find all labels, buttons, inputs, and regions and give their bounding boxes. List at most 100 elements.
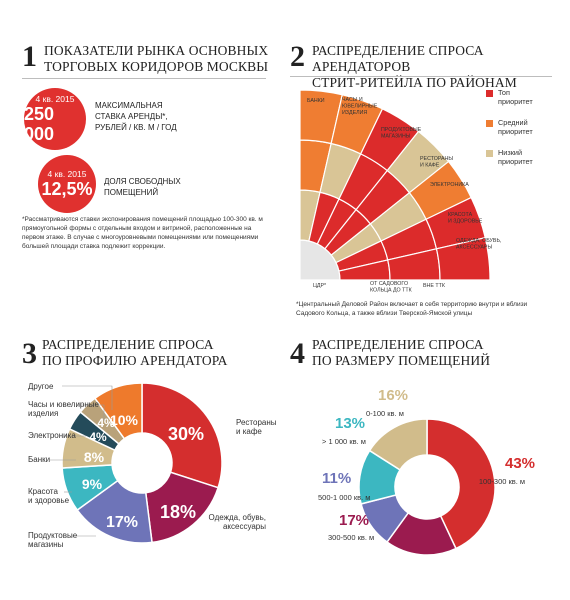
profile-donut: 30% 18% 17% 9% 8% 4%4%10% [50,382,223,544]
profile-slice-label-line: Часы и ювелирные [28,400,100,409]
heatmap-category-label: ЧАСЫ И ЮВЕЛИРНЫЕ ИЗДЕЛИЯ [342,97,378,116]
heatmap-category-label: ОДЕЖДА, ОБУВЬ, АКСЕССУАРЫ [456,238,501,251]
profile-slice-label: Рестораны и кафе [236,418,277,436]
section-4-number: 4 [290,337,305,370]
section-2-number: 2 [290,40,305,73]
section-2-title-line-2: СТРИТ-РИТЕЙЛА ПО РАЙОНАМ [312,75,517,90]
section-4-title-line-2: ПО РАЗМЕРУ ПОМЕЩЕНИЙ [312,353,491,368]
section-4-title: РАСПРЕДЕЛЕНИЕ СПРОСА ПО РАЗМЕРУ ПОМЕЩЕНИ… [312,337,490,369]
donut-slice [368,418,428,471]
size-slice-value: 13% [335,415,365,432]
profile-slice-label-line: Банки [28,455,50,464]
heatmap-category-label-line: ЧАСЫ И [342,97,363,103]
profile-slice-value: 9% [82,476,103,492]
vacancy-label-line: ДОЛЯ СВОБОДНЫХ [104,177,181,186]
heatmap-district-label-line: ЦДР* [313,283,326,289]
section-3-title-line-2: ПО ПРОФИЛЮ АРЕНДАТОРА [42,353,228,368]
donut-slice [426,418,496,550]
max-rent-label: МАКСИМАЛЬНАЯ СТАВКА АРЕНДЫ*, РУБЛЕЙ / КВ… [95,100,177,133]
size-slice-value: 43% [505,455,535,472]
profile-leader-line [78,404,105,421]
section-2-title-line-1: РАСПРЕДЕЛЕНИЕ СПРОСА АРЕНДАТОРОВ [312,43,484,74]
section-4-title-line-1: РАСПРЕДЕЛЕНИЕ СПРОСА [312,337,484,352]
vacancy-badge: 4 кв. 2015 12,5% [38,155,96,213]
section-1-number: 1 [22,40,37,73]
heatmap-district-label: ОТ САДОВОГО КОЛЬЦА ДО ТТК [370,281,413,294]
section-3-number: 3 [22,337,37,370]
heatmap-category-label-line: МАГАЗИНЫ [381,134,411,140]
profile-slice-value: 17% [106,514,138,531]
profile-slice-label: Другое [28,382,54,391]
profile-slice-label-line: и кафе [236,427,262,436]
heatmap-category-label-line: И ЗДОРОВЬЕ [448,219,483,225]
max-rent-label-line: МАКСИМАЛЬНАЯ [95,101,163,110]
heatmap-category-label: БАНКИ [307,98,325,104]
section-2-underline [290,76,552,77]
heatmap-category-label-line: КРАСОТА [448,212,473,218]
profile-slice-label-line: аксессуары [223,522,266,531]
footnote-line: *Рассматриваются ставки экспонирования п… [22,216,263,223]
size-slice-label: > 1 000 кв. м [322,437,366,446]
heatmap-district-label-line: ВНЕ ТТК [423,283,446,289]
legend-label-line: приоритет [498,127,533,136]
legend-label-line: приоритет [498,157,533,166]
profile-slice-value: 4% [97,416,115,430]
profile-slice-label: Банки [28,455,50,464]
donut-slice [141,382,223,489]
legend-label: Низкий приоритет [498,148,533,166]
profile-slice-label-line: Одежда, обувь, [209,513,266,522]
heatmap-category-label-line: РЕСТОРАНЫ [420,156,453,162]
profile-slice-label-line: Красота [28,487,58,496]
section-1-title-line-1: ПОКАЗАТЕЛИ РЫНКА ОСНОВНЫХ [44,43,269,58]
size-donut: 43% 100-300 кв. м 17% 300-500 кв. м 11% 500-1… [318,387,535,556]
legend-swatch [486,120,493,127]
profile-slice-value: 4% [89,430,107,444]
donut-slice [144,471,220,544]
vacancy-label-line: ПОМЕЩЕНИЙ [104,188,159,197]
max-rent-value: 250 000 [24,104,55,144]
heatmap-category-label: КРАСОТА И ЗДОРОВЬЕ [448,212,483,225]
section-2-title: РАСПРЕДЕЛЕНИЕ СПРОСА АРЕНДАТОРОВ СТРИТ-Р… [312,43,570,91]
profile-slice-label: Красота и здоровье [28,487,70,505]
section-3-title-line-1: РАСПРЕДЕЛЕНИЕ СПРОСА [42,337,214,352]
legend-label-line: приоритет [498,97,533,106]
section-1-title-line-2: ТОРГОВЫХ КОРИДОРОВ МОСКВЫ [44,59,269,74]
heatmap-cell [435,237,491,281]
section-1-title: ПОКАЗАТЕЛИ РЫНКА ОСНОВНЫХ ТОРГОВЫХ КОРИД… [44,43,268,75]
profile-slice-value: 10% [110,412,139,428]
heatmap-district-label: ВНЕ ТТК [423,283,446,289]
legend-label: Топ приоритет [498,88,533,106]
heatmap-category-label: ПРОДУКТОВЫЕ МАГАЗИНЫ [381,127,422,140]
profile-slice-value: 30% [168,424,204,444]
heatmap-category-label: РЕСТОРАНЫ И КАФЕ [420,156,453,169]
size-slice-label: 500-1 000 кв. м [318,493,370,502]
max-rent-period: 4 кв. 2015 [35,94,75,104]
size-slice-label: 300-500 кв. м [328,533,374,542]
vacancy-label: ДОЛЯ СВОБОДНЫХ ПОМЕЩЕНИЙ [104,176,181,198]
max-rent-badge: 4 кв. 2015 250 000 [24,88,86,150]
profile-slice-label: Часы и ювелирные изделия [28,400,100,418]
heatmap-category-label-line: АКСЕССУАРЫ [456,245,492,251]
heatmap-category-label-line: ПРОДУКТОВЫЕ [381,127,422,133]
heatmap-category-label-line: ИЗДЕЛИЯ [342,110,367,116]
legend-label: Средний приоритет [498,118,533,136]
heatmap-district-label-line: ОТ САДОВОГО [370,281,408,287]
profile-slice-label: Электроника [28,431,76,440]
heatmap-category-label-line: БАНКИ [307,98,325,104]
profile-slice-label-line: изделия [28,409,58,418]
legend-label-line: Топ [498,88,510,97]
profile-slice-value: 18% [160,502,196,522]
footnote-line: *Центральный Деловой Район включает в се… [296,301,528,308]
footnote-line: большей площади ставка подлежит коррекци… [22,243,166,250]
profile-slice-label-line: Рестораны [236,418,277,427]
profile-slice-label: Одежда, обувь, аксессуары [209,513,267,531]
heatmap-category-label: ЭЛЕКТРОНИКА [430,182,469,188]
legend-swatch [486,90,493,97]
legend-swatch [486,150,493,157]
footnote-line: первом этаже. В случае с многоуровневыми… [22,234,259,241]
size-slice-label: 100-300 кв. м [479,477,525,486]
donut-slice [93,382,143,440]
max-rent-label-line: СТАВКА АРЕНДЫ*, [95,112,168,121]
heatmap-category-label-line: И КАФЕ [420,163,440,169]
